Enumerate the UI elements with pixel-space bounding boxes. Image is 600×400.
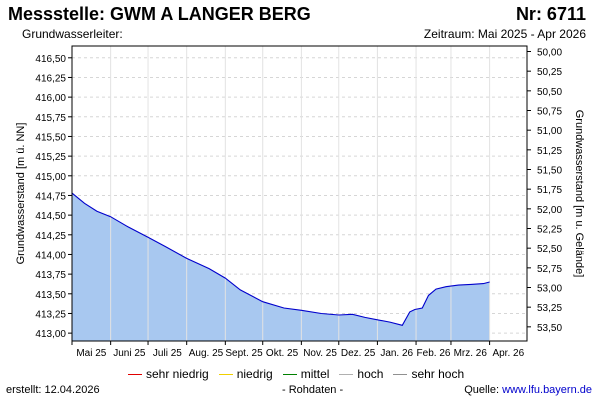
x-tick-label: Okt. 25 (266, 348, 299, 359)
page-title: Messstelle: GWM A LANGER BERG (8, 4, 311, 24)
y-axis-title-left: Grundwasserstand [m ü. NN] (15, 123, 27, 265)
legend-swatch (128, 373, 142, 375)
x-tick-label: Juni 25 (113, 348, 146, 359)
right-tick-label: 52,25 (537, 225, 562, 236)
legend-swatch (339, 373, 354, 375)
left-tick-label: 413,00 (35, 329, 66, 340)
x-tick-label: Dez. 25 (341, 348, 376, 359)
right-tick-label: 51,25 (537, 146, 562, 157)
right-tick-label: 53,00 (537, 284, 562, 295)
x-tick-label: Mai 25 (76, 348, 106, 359)
x-tick-label: Mrz. 26 (454, 348, 488, 359)
series-line (71, 192, 490, 326)
legend-item: sehr hoch (393, 366, 464, 382)
left-tick-label: 415,75 (35, 113, 66, 124)
source-link[interactable]: www.lfu.bayern.de (502, 384, 592, 396)
left-tick-label: 414,25 (35, 231, 66, 242)
right-tick-label: 52,75 (537, 264, 562, 275)
right-tick-label: 52,00 (537, 205, 562, 216)
right-tick-label: 50,00 (537, 48, 562, 59)
plot-frame (71, 45, 528, 342)
right-tick-label: 50,75 (537, 107, 562, 118)
left-tick-label: 414,00 (35, 250, 66, 261)
legend-item: niedrig (218, 366, 273, 382)
x-tick-label: Feb. 26 (417, 348, 451, 359)
right-tick-label: 50,50 (537, 87, 562, 98)
left-tick-label: 413,50 (35, 290, 66, 301)
source-prefix: Quelle: (464, 384, 503, 396)
legend-label: sehr hoch (411, 367, 465, 381)
legend-swatch (218, 373, 233, 375)
right-tick-label: 53,25 (537, 303, 562, 314)
right-tick-label: 51,75 (537, 185, 562, 196)
series-area (72, 193, 490, 341)
legend-item: mittel (282, 366, 330, 382)
right-tick-label: 51,00 (537, 126, 562, 137)
legend-swatch (393, 373, 408, 375)
x-tick-label: Sept. 25 (225, 348, 263, 359)
legend-item: hoch (339, 366, 383, 382)
x-tick-label: Jan. 26 (380, 348, 413, 359)
x-tick-label: Nov. 25 (303, 348, 337, 359)
left-tick-label: 415,50 (35, 132, 66, 143)
legend-swatch (282, 373, 297, 375)
period-label: Zeitraum: Mai 2025 - Apr 2026 (423, 27, 586, 41)
left-tick-label: 416,25 (35, 73, 66, 84)
right-tick-label: 50,25 (537, 67, 562, 78)
legend-label: niedrig (236, 367, 273, 381)
y-axis-title-right: Grundwasserstand [m u. Gelände] (573, 110, 585, 278)
x-tick-label: Juli 25 (153, 348, 182, 359)
left-tick-label: 415,00 (35, 172, 66, 183)
legend-label: sehr niedrig (146, 367, 209, 381)
right-tick-label: 53,50 (537, 323, 562, 334)
legend-label: mittel (300, 367, 330, 381)
raw-data-label: - Rohdaten - (282, 384, 344, 396)
right-tick-label: 52,50 (537, 244, 562, 255)
aquifer-label: Grundwasserleiter: (22, 27, 123, 41)
legend-label: hoch (357, 367, 384, 381)
left-tick-label: 416,00 (35, 93, 66, 104)
left-tick-label: 415,25 (35, 152, 66, 163)
created-date: erstellt: 12.04.2026 (6, 384, 100, 396)
left-tick-label: 414,50 (35, 211, 66, 222)
source-line: Quelle: www.lfu.bayern.de (464, 384, 592, 396)
station-number: Nr: 6711 (515, 4, 586, 24)
legend: sehr niedrig niedrig mittel hoch sehr hoch (128, 366, 474, 382)
left-tick-label: 413,25 (35, 309, 66, 320)
left-tick-label: 414,75 (35, 191, 66, 202)
left-tick-label: 416,50 (35, 54, 66, 65)
x-tick-label: Aug. 25 (189, 348, 224, 359)
legend-item: sehr niedrig (128, 366, 209, 382)
x-tick-label: Apr. 26 (492, 348, 524, 359)
left-tick-label: 413,75 (35, 270, 66, 281)
right-tick-label: 51,50 (537, 166, 562, 177)
